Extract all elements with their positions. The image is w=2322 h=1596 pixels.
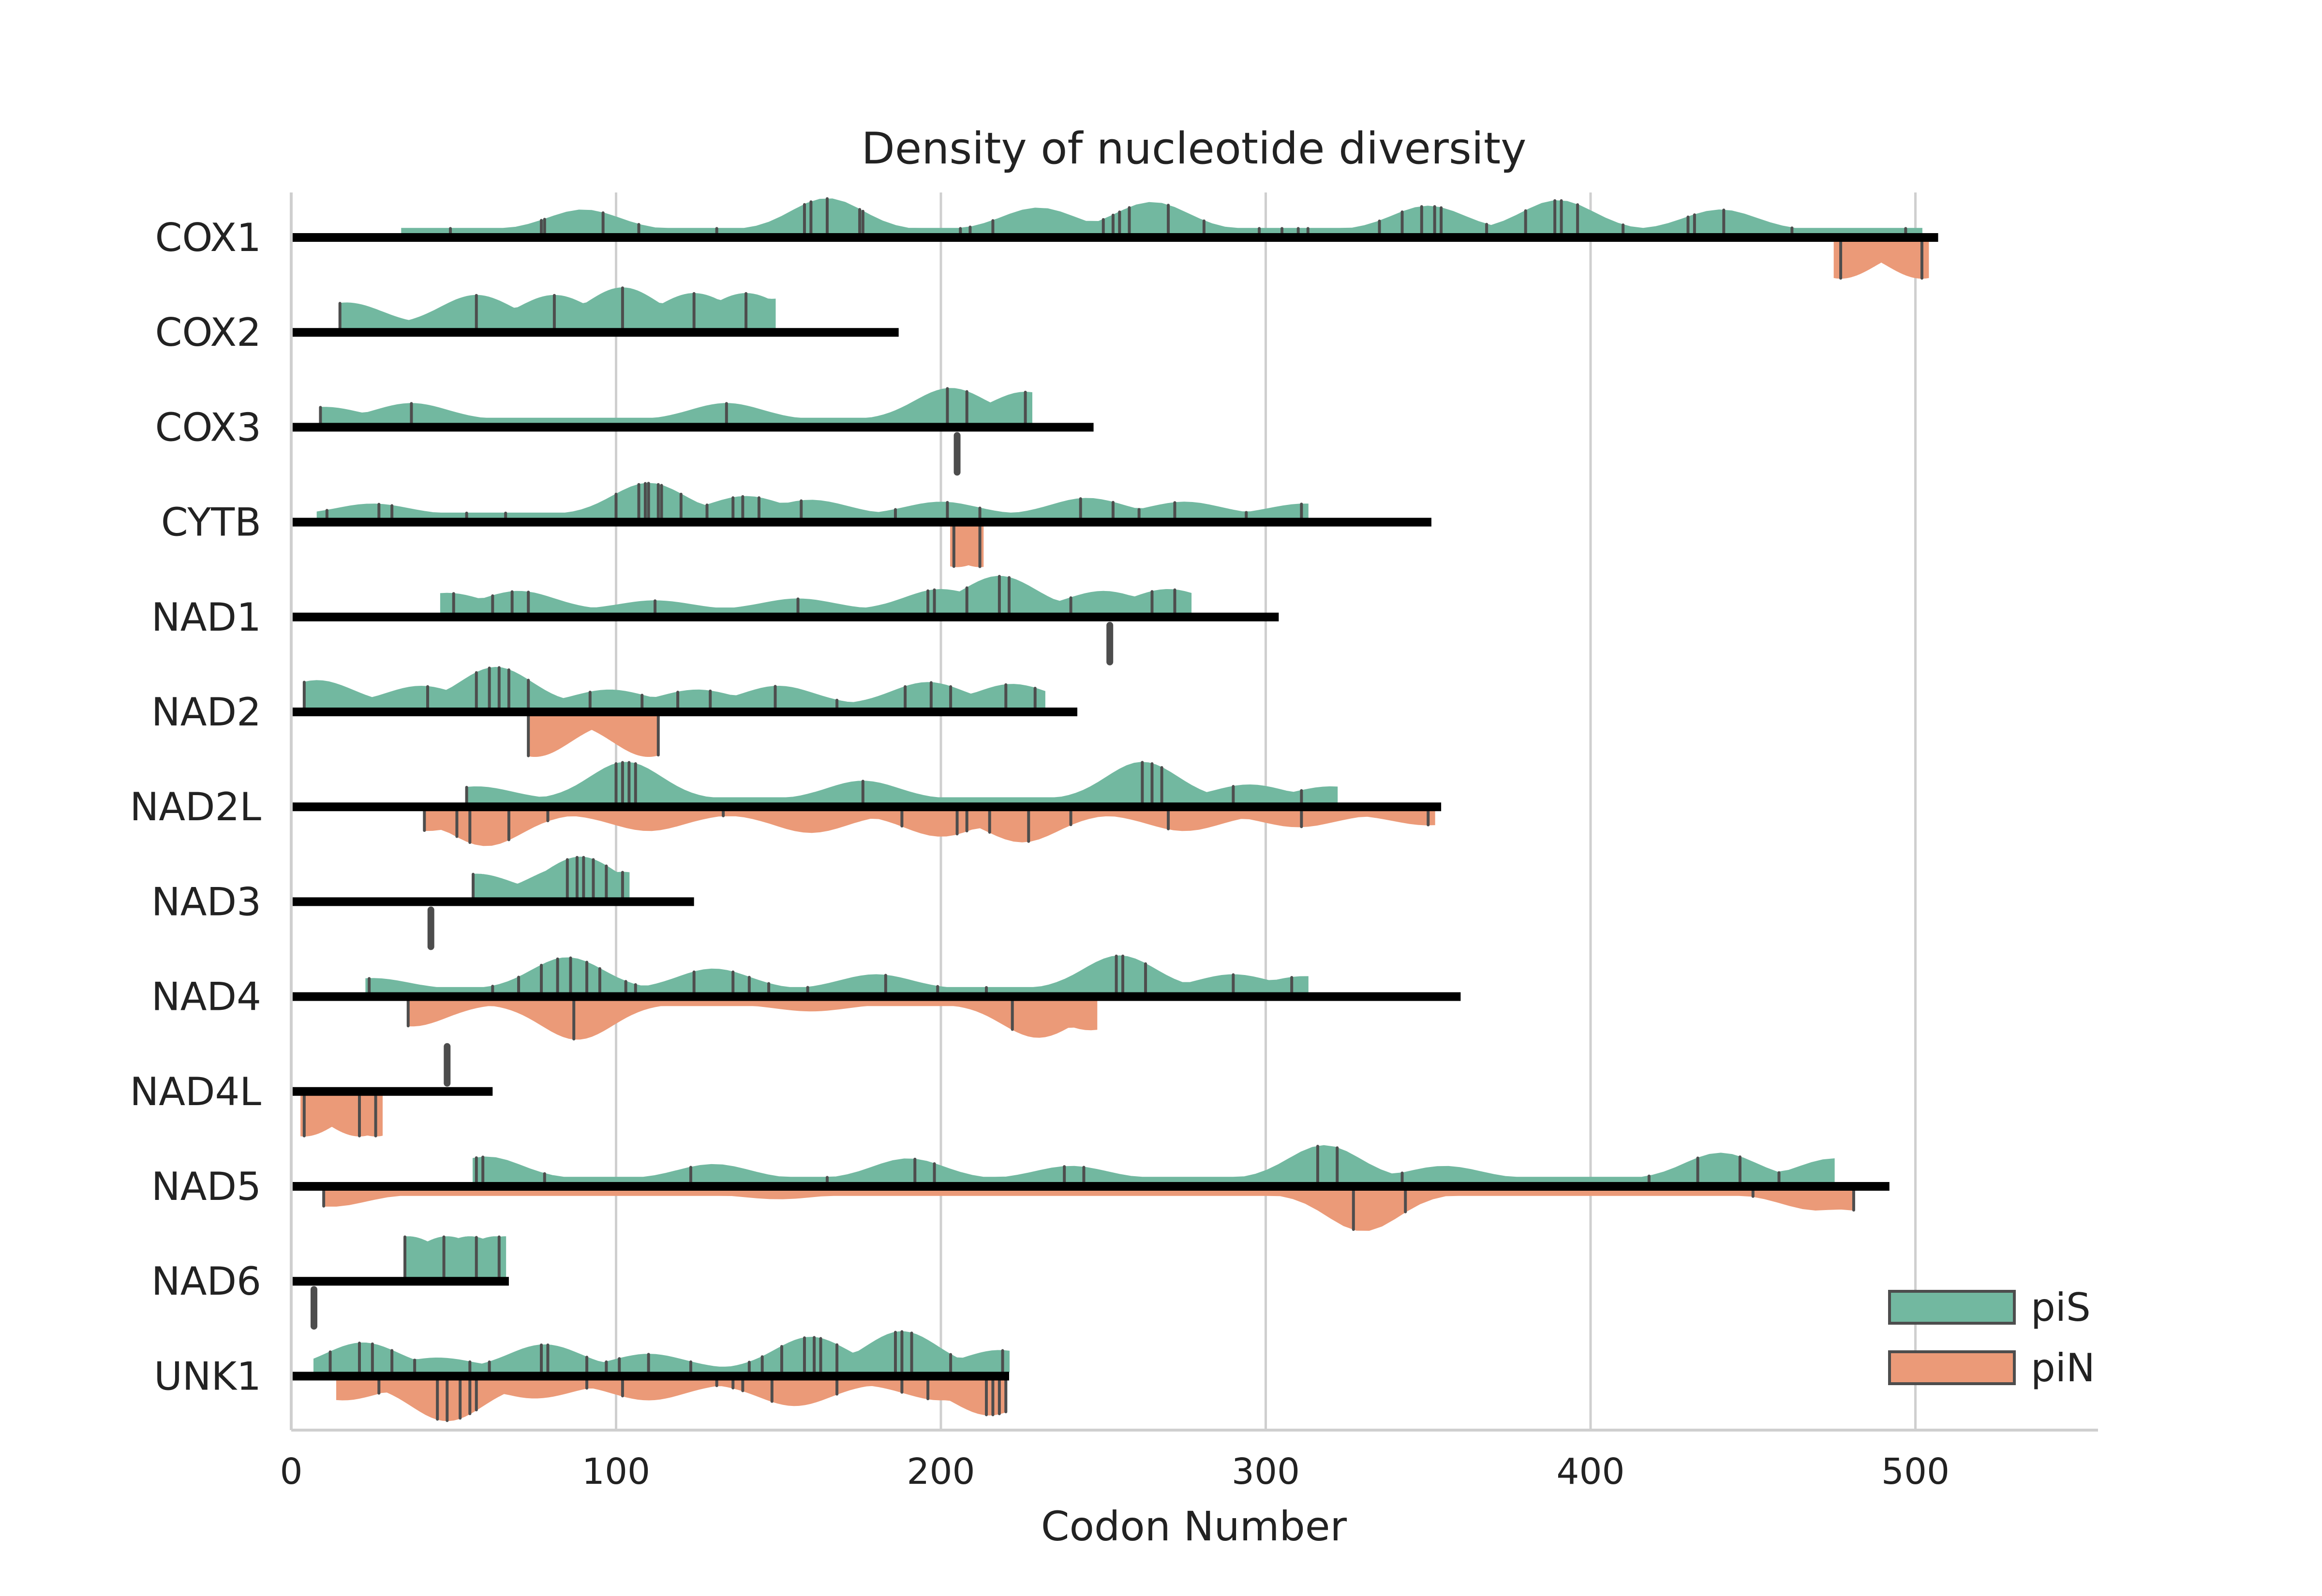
- gene-label-unk1: UNK1: [154, 1354, 261, 1399]
- violin-piS-cox3: [320, 388, 1033, 424]
- violin-piS-cytb: [316, 483, 1309, 518]
- gene-label-nad1: NAD1: [151, 595, 261, 640]
- gene-length-bars: [291, 233, 1938, 1381]
- legend: piS piN: [1888, 1285, 2095, 1390]
- x-tick-label-500: 500: [1881, 1451, 1950, 1493]
- gene-label-nad4l: NAD4L: [130, 1069, 261, 1114]
- violin-piS-nad5: [472, 1145, 1835, 1182]
- site-ticks: [302, 197, 1923, 1422]
- legend-swatch-piS: [1888, 1290, 2016, 1325]
- x-tick-label-200: 200: [907, 1451, 975, 1493]
- gene-label-cox2: COX2: [155, 310, 261, 355]
- violin-piS-nad2l: [466, 762, 1338, 803]
- gene-label-cytb: CYTB: [161, 500, 261, 545]
- violin-piS-nad6: [404, 1236, 506, 1278]
- gene-label-cox1: COX1: [155, 215, 261, 260]
- violin-piS-cox2: [339, 287, 776, 329]
- x-tick-label-0: 0: [280, 1451, 302, 1493]
- violin-piS-nad2: [303, 666, 1045, 708]
- axes: [290, 192, 2098, 1432]
- violin-piN-nad5: [323, 1190, 1854, 1231]
- legend-label-piN: piN: [2031, 1345, 2095, 1390]
- gene-labels: COX1 COX2 COX3 CYTB NAD1 NAD2 NAD2L NAD3 NAD4 NAD…: [130, 215, 261, 1399]
- x-tick-label-400: 400: [1556, 1451, 1624, 1493]
- violin-piN-nad2l: [424, 811, 1435, 846]
- gene-label-nad2: NAD2: [151, 690, 261, 735]
- legend-label-piS: piS: [2031, 1285, 2091, 1330]
- violin-piN-cox1: [1833, 241, 1929, 279]
- violin-piN-nad2: [528, 716, 659, 757]
- gene-label-nad6: NAD6: [151, 1259, 261, 1304]
- violin-piS-nad3: [472, 857, 630, 898]
- violin-piS-unk1: [313, 1331, 1010, 1373]
- violin-piN-nad4l: [300, 1095, 383, 1137]
- legend-swatch-piN: [1888, 1350, 2016, 1385]
- x-axis-label: Codon Number: [1041, 1503, 1347, 1550]
- x-tick-labels: 0 100 200 300 400 500: [280, 1451, 1950, 1493]
- x-tick-label-300: 300: [1232, 1451, 1300, 1493]
- gene-label-nad5: NAD5: [151, 1164, 261, 1209]
- violin-piS-nad1: [440, 576, 1192, 613]
- gene-label-cox3: COX3: [155, 405, 261, 450]
- x-tick-label-100: 100: [582, 1451, 650, 1493]
- gene-label-nad3: NAD3: [151, 879, 261, 924]
- gene-label-nad2l: NAD2L: [130, 784, 261, 829]
- violin-piS-nad4: [365, 955, 1309, 993]
- violins: [300, 198, 1929, 1421]
- chart-title: Density of nucleotide diversity: [862, 123, 1527, 174]
- gene-label-nad4: NAD4: [151, 975, 261, 1020]
- violin-piN-cytb: [950, 526, 984, 567]
- violin-piN-nad4: [407, 1000, 1098, 1040]
